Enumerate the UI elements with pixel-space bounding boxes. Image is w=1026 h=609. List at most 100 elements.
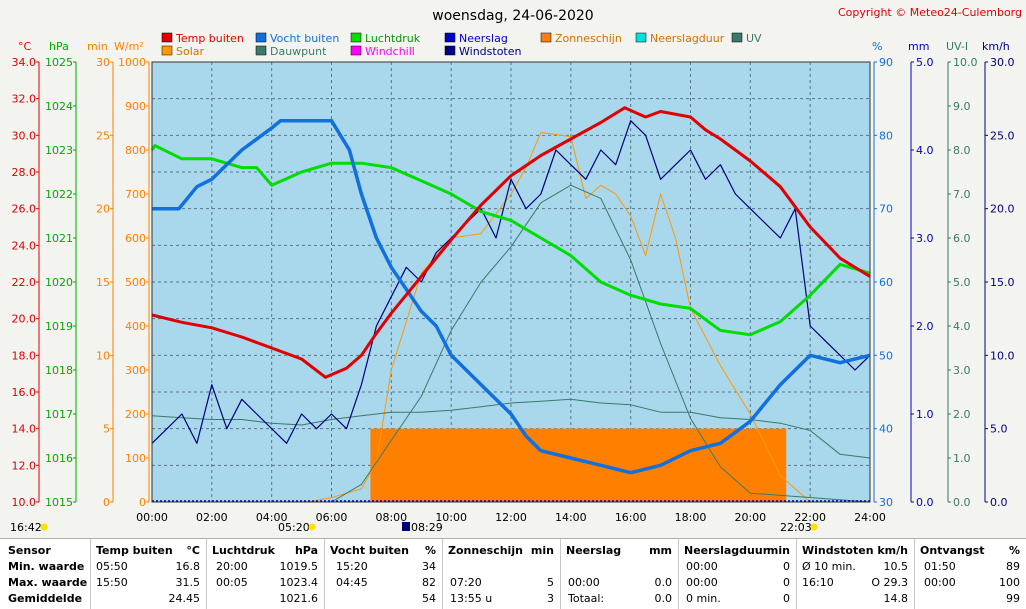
axis-unit-celsius: °C xyxy=(18,40,32,53)
series-uv-line xyxy=(152,184,871,503)
pct-axis-tick-label: 60 xyxy=(879,276,893,289)
header-zon: Zonneschijn xyxy=(448,544,523,557)
summary-cell-temp-v: 16.8 xyxy=(175,560,201,573)
x-tick-label: 24:00 xyxy=(854,511,886,524)
temp-axis-tick-label: 20.0 xyxy=(12,313,37,326)
wm2-axis-tick-label: 200 xyxy=(125,408,146,421)
legend-label: UV xyxy=(746,32,762,45)
legend-label: Windstoten xyxy=(459,45,521,58)
axes-layer: 34.0 32.0 30.0 28.0 26.0 24.0 22.0 20.0 18.0 16.0… xyxy=(12,56,1015,524)
hpa-axis-tick-label: 1021 xyxy=(45,232,73,245)
summary-cell-ont-v: 99 xyxy=(1006,592,1020,605)
summary-row: Max. waarde 15:50 31.5 00:05 1023.4 04:45 82 07… xyxy=(0,576,1026,590)
header-druk-unit: hPa xyxy=(294,544,318,557)
wm2-axis-tick-label: 400 xyxy=(125,320,146,333)
rain-marker-icon xyxy=(402,522,410,531)
kmh-axis-tick-label: 5.0 xyxy=(990,423,1008,436)
weather-chart: 34.0 32.0 30.0 28.0 26.0 24.0 22.0 20.0 18.0 16.0… xyxy=(10,6,1022,534)
min-axis-tick-label: 10 xyxy=(96,349,110,362)
summary-cell-wind-v: O 29.3 xyxy=(871,576,908,589)
min-axis-tick-label: 25 xyxy=(96,129,110,142)
axis-unit-kmh: km/h xyxy=(982,40,1010,53)
summary-cell-duur-t: 00:00 xyxy=(686,560,718,573)
summary-cell-temp-v: 31.5 xyxy=(175,576,201,589)
legend-swatch xyxy=(255,45,267,56)
wm2-axis-tick-label: 900 xyxy=(125,100,146,113)
pct-axis-tick-label: 30 xyxy=(879,496,893,509)
summary-cell-vocht-t: 04:45 xyxy=(336,576,368,589)
legend-label: Zonneschijn xyxy=(555,32,622,45)
legend-swatch xyxy=(161,32,173,43)
x-tick-label: 08:00 xyxy=(375,511,407,524)
x-tick-label: 18:00 xyxy=(675,511,707,524)
series-solar-line xyxy=(152,131,870,503)
wm2-axis-tick-label: 500 xyxy=(125,276,146,289)
axis-unit-hpa: hPa xyxy=(49,40,69,53)
rain-marker-time: 08:29 xyxy=(411,521,443,534)
sunrise-icon xyxy=(308,523,316,531)
x-tick-label: 12:00 xyxy=(495,511,527,524)
header-ontvangst-unit: % xyxy=(1008,544,1020,557)
summary-cell-duur-t: 0 min. xyxy=(686,592,721,605)
summary-cell-temp-v: 24.45 xyxy=(168,592,201,605)
legend-swatch xyxy=(444,45,456,56)
summary-cell-druk-t: 20:00 xyxy=(216,560,248,573)
uvi-axis-tick-label: 10.0 xyxy=(953,56,978,69)
divider xyxy=(90,539,91,609)
wm2-axis-tick-label: 800 xyxy=(125,144,146,157)
summary-cell-wind-t: 16:10 xyxy=(802,576,834,589)
uvi-axis-tick-label: 1.0 xyxy=(953,452,971,465)
legend-label: Vocht buiten xyxy=(270,32,339,45)
temp-axis-tick-label: 34.0 xyxy=(12,56,37,69)
axis-unit-mm: mm xyxy=(908,40,929,53)
summary-cell-druk-v: 1021.6 xyxy=(279,592,319,605)
summary-cell-wind-t: Ø 10 min. xyxy=(802,560,856,573)
divider xyxy=(796,539,797,609)
x-tick-label: 20:00 xyxy=(734,511,766,524)
hpa-axis-tick-label: 1020 xyxy=(45,276,73,289)
kmh-axis-tick-label: 20.0 xyxy=(990,203,1015,216)
series-windstoten-line xyxy=(151,120,871,444)
summary-cell-zon-v: 5 xyxy=(547,576,554,589)
summary-cell-duur-t: 00:00 xyxy=(686,576,718,589)
summary-cell-duur-v: 0 xyxy=(783,576,790,589)
summary-row: Min. waarde 05:50 16.8 20:00 1019.5 15:20 34 00… xyxy=(0,560,1026,574)
legend-swatch xyxy=(540,32,552,43)
series-temp-buiten-line xyxy=(151,106,871,379)
legend-swatch xyxy=(161,45,173,56)
series-zonneschijn-area xyxy=(370,428,787,502)
summary-cell-vocht-v: 82 xyxy=(422,576,436,589)
x-tick-label: 22:00 xyxy=(794,511,826,524)
axis-unit-wm2: W/m² xyxy=(114,40,144,53)
uvi-axis-tick-label: 0.0 xyxy=(953,496,971,509)
mm-axis-tick-label: 1.0 xyxy=(916,408,934,421)
summary-table: Sensor Temp buiten °C Luchtdruk hPa Voch… xyxy=(0,538,1026,609)
hpa-axis-tick-label: 1017 xyxy=(45,408,73,421)
min-axis-tick-label: 5 xyxy=(103,423,110,436)
uvi-axis-tick-label: 2.0 xyxy=(953,408,971,421)
summary-cell-zon-t: 13:55 u xyxy=(450,592,493,605)
legend-swatch xyxy=(255,32,267,43)
divider xyxy=(560,539,561,609)
uvi-axis-tick-label: 9.0 xyxy=(953,100,971,113)
header-sensor: Sensor xyxy=(8,544,51,557)
legend-label: Windchill xyxy=(365,45,415,58)
min-axis-tick-label: 15 xyxy=(96,276,110,289)
uvi-axis-tick-label: 8.0 xyxy=(953,144,971,157)
header-wind-unit: km/h xyxy=(877,544,908,557)
hpa-axis-tick-label: 1025 xyxy=(45,56,73,69)
wm2-axis-tick-label: 700 xyxy=(125,188,146,201)
temp-axis-tick-label: 14.0 xyxy=(12,423,37,436)
pct-axis-tick-label: 50 xyxy=(879,349,893,362)
summary-cell-ont-t: 00:00 xyxy=(924,576,956,589)
wm2-axis-tick-label: 1000 xyxy=(118,56,146,69)
hpa-axis-tick-label: 1018 xyxy=(45,364,73,377)
header-druk: Luchtdruk xyxy=(212,544,275,557)
pct-axis-tick-label: 40 xyxy=(879,423,893,436)
summary-cell-label: Gemiddelde xyxy=(8,592,83,605)
mm-axis-tick-label: 5.0 xyxy=(916,56,934,69)
summary-cell-ont-t: 01:50 xyxy=(924,560,956,573)
hpa-axis-tick-label: 1016 xyxy=(45,452,73,465)
summary-cell-vocht-t: 15:20 xyxy=(336,560,368,573)
summary-cell-druk-t: 00:05 xyxy=(216,576,248,589)
